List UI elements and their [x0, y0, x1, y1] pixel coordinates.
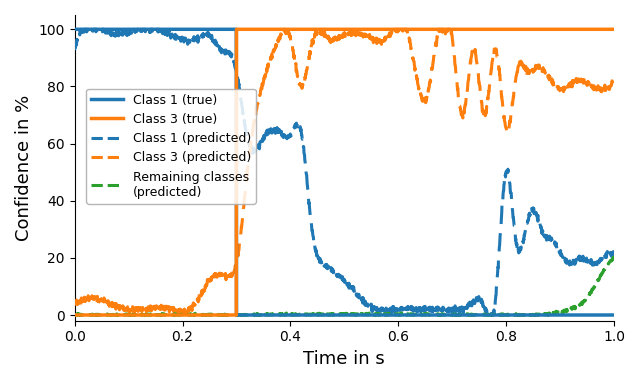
- Legend: Class 1 (true), Class 3 (true), Class 1 (predicted), Class 3 (predicted), Remain: Class 1 (true), Class 3 (true), Class 1 …: [86, 88, 256, 203]
- Y-axis label: Confidence in %: Confidence in %: [15, 95, 33, 241]
- X-axis label: Time in s: Time in s: [303, 350, 385, 368]
